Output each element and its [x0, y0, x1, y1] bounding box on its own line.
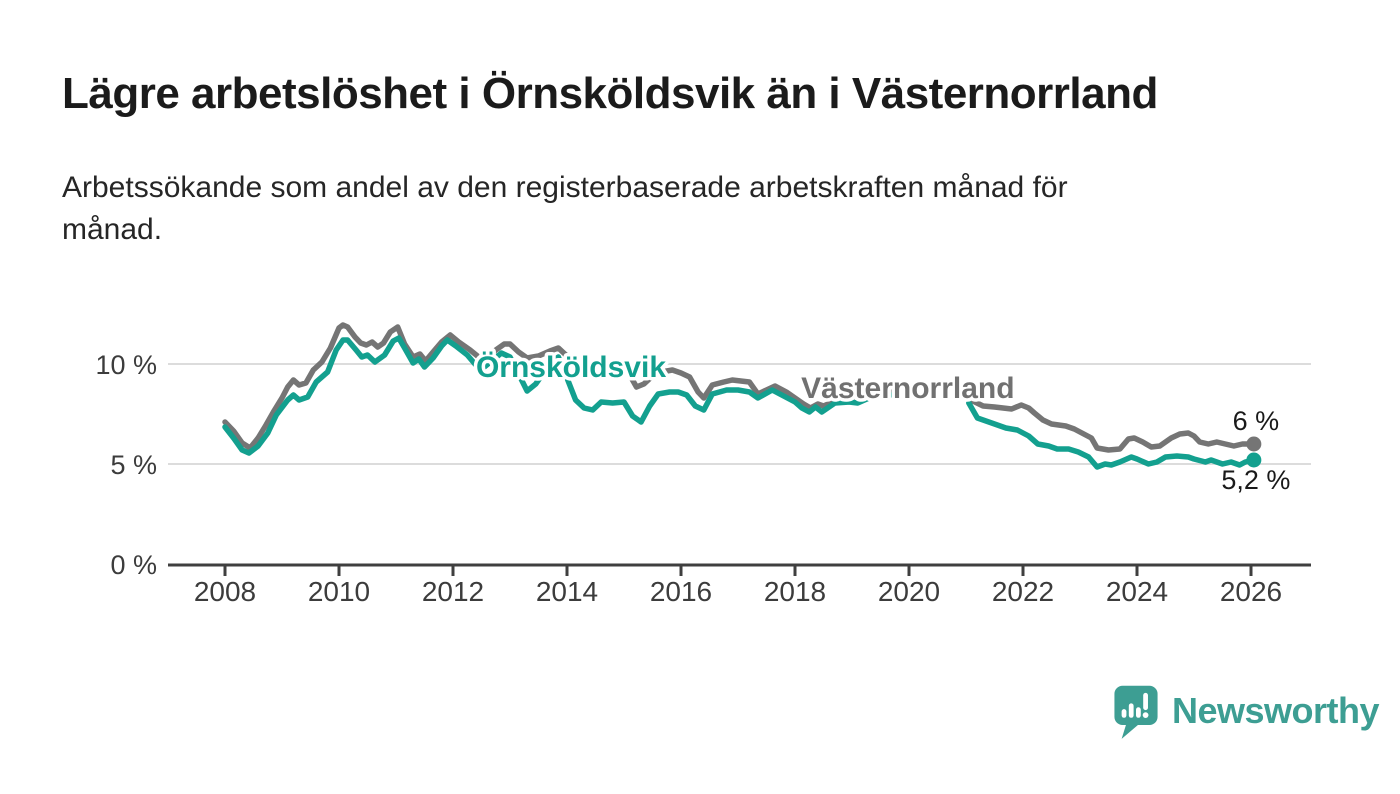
x-axis-label: 2024	[1106, 576, 1168, 607]
chart-subtitle: Arbetssökande som andel av den registerb…	[62, 167, 1322, 251]
x-axis-label: 2018	[764, 576, 826, 607]
series-end-dot-västernorrland	[1246, 436, 1262, 452]
series-label-västernorrland: Västernorrland	[801, 372, 1014, 405]
x-axis-label: 2008	[194, 576, 256, 607]
newsworthy-logo: Newsworthy	[1113, 684, 1380, 742]
chart-subtitle-line-1: Arbetssökande som andel av den registerb…	[62, 171, 1068, 204]
x-axis-label: 2010	[308, 576, 370, 607]
newsworthy-wordmark: Newsworthy	[1172, 690, 1380, 731]
series-end-value-label-västernorrland: 6 %	[1233, 406, 1280, 436]
series-path-västernorrland	[966, 396, 1257, 453]
speech-bubble-bar-chart-icon	[1114, 685, 1158, 739]
y-axis-label: 5 %	[110, 450, 157, 480]
x-axis-label: 2016	[650, 576, 712, 607]
series-end-value-label-örnsköldsvik: 5,2 %	[1221, 465, 1290, 495]
series-path-västernorrland	[222, 322, 893, 451]
series-end-dot-örnsköldsvik	[1246, 452, 1262, 468]
chart-subtitle-line-2: månad.	[62, 213, 163, 246]
page-title: Lägre arbetslöshet i Örnsköldsvik än i V…	[62, 69, 1158, 118]
y-axis-label: 0 %	[110, 550, 157, 580]
series-path-örnsköldsvik	[966, 400, 1257, 470]
x-axis-label: 2020	[878, 576, 940, 607]
x-axis-label: 2026	[1220, 576, 1282, 607]
x-axis-label: 2014	[536, 576, 598, 607]
x-axis-label: 2022	[992, 576, 1054, 607]
y-axis-label: 10 %	[95, 350, 157, 380]
series-label-örnsköldsvik: Örnsköldsvik	[476, 351, 666, 384]
series-path-örnsköldsvik	[222, 335, 893, 456]
x-axis-label: 2012	[422, 576, 484, 607]
